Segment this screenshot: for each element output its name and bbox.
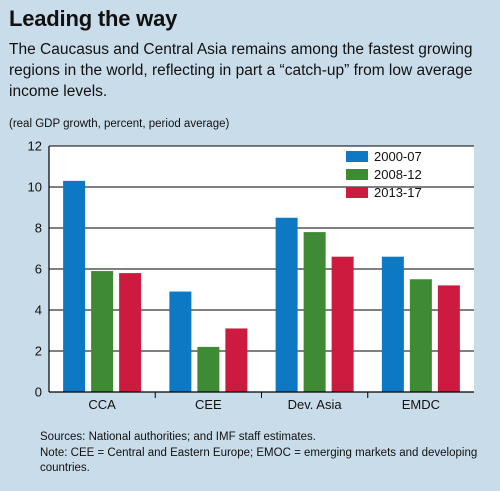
bar-2008-12-emdc [409, 279, 432, 392]
x-tick-label: CCA [88, 397, 116, 412]
legend-label: 2008-12 [374, 167, 422, 182]
y-tick-label: 0 [35, 385, 42, 400]
sources-note: Sources: National authorities; and IMF s… [40, 431, 316, 443]
legend-swatch-2000-07 [346, 151, 368, 162]
x-tick-label: CEE [195, 397, 222, 412]
bar-2008-12-cee [197, 346, 220, 392]
bar-2013-17-cee [225, 328, 248, 392]
x-tick-label: Dev. Asia [288, 397, 343, 412]
units-label: (real GDP growth, percent, period averag… [9, 118, 230, 130]
bar-2000-07-cee [169, 291, 192, 392]
bar-2008-12-devasia [303, 232, 326, 392]
bar-2000-07-devasia [275, 217, 298, 392]
y-tick-label: 6 [35, 262, 42, 277]
bar-2000-07-cca [63, 180, 86, 392]
y-tick-label: 2 [35, 344, 42, 359]
bar-chart: 0 2 4 6 8 10 12 CCA CEE Dev. Asia EMDC 2000-07 2008-… [28, 139, 474, 412]
y-tick-label: 12 [28, 139, 42, 154]
y-tick-label: 8 [35, 221, 42, 236]
y-tick-label: 4 [35, 303, 42, 318]
legend-swatch-2008-12 [346, 169, 368, 180]
legend-swatch-2013-17 [346, 187, 368, 198]
legend-label: 2000-07 [374, 149, 422, 164]
chart-subtitle: The Caucasus and Central Asia remains am… [9, 41, 473, 100]
bar-2008-12-cca [91, 271, 114, 392]
bar-2013-17-emdc [437, 285, 460, 392]
footnote: Note: CEE = Central and Eastern Europe; … [40, 447, 478, 474]
x-tick-label: EMDC [402, 397, 440, 412]
bar-2013-17-cca [119, 273, 142, 392]
bar-2013-17-devasia [331, 256, 354, 392]
bar-2000-07-emdc [381, 256, 404, 392]
chart-title: Leading the way [9, 6, 178, 31]
legend-label: 2013-17 [374, 185, 422, 200]
y-tick-label: 10 [28, 180, 42, 195]
